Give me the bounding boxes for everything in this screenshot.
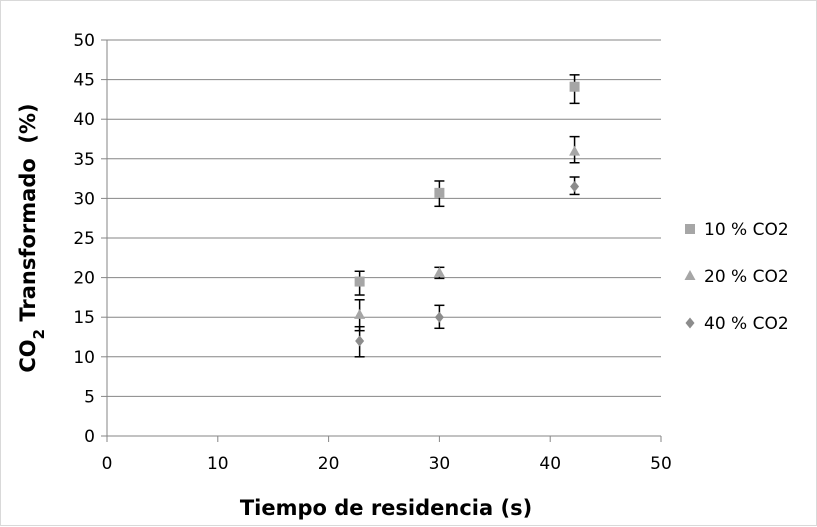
legend-marker-1 [684,270,696,280]
data-point-s1-p2 [569,145,581,156]
grid-layer [107,39,661,397]
x-tick-label-40: 40 [539,454,561,474]
y-axis-title-main: CO [16,339,40,372]
error-bar-layer [354,74,580,358]
y-tick-label-45: 45 [73,71,95,91]
data-point-s2-p1 [434,311,444,323]
y-tick-label-30: 30 [73,189,95,209]
data-point-s1-p1 [433,266,445,277]
legend-label-0: 10 % CO2 [704,220,789,240]
y-tick-label-15: 15 [73,308,95,328]
y-tick-label-40: 40 [73,110,95,130]
data-point-s2-p0 [355,335,365,347]
y-axis-title-subscript: 2 [30,329,48,339]
x-tick-label-10: 10 [207,454,229,474]
y-tick-label-50: 50 [73,31,95,51]
data-point-s1-p0 [354,308,366,319]
data-point-s0-p2 [569,81,580,92]
axis-layer: 0 5 10 15 20 25 30 35 40 45 50 0 10 20 30 40 50 [73,31,671,474]
data-point-s2-p2 [570,181,580,193]
y-tick-label-5: 5 [84,387,95,407]
x-tick-label-0: 0 [102,454,113,474]
y-tick-label-35: 35 [73,150,95,170]
x-tick-label-20: 20 [318,454,340,474]
marker-layer [354,81,581,347]
data-point-s0-p1 [434,187,445,198]
legend-marker-0 [685,224,695,234]
legend-label-2: 40 % CO2 [704,314,789,334]
legend-label-1: 20 % CO2 [704,267,789,287]
y-tick-label-25: 25 [73,229,95,249]
x-tick-label-50: 50 [650,454,672,474]
x-axis-title: Tiempo de residencia (s) [240,496,532,520]
x-tick-label-30: 30 [429,454,451,474]
y-tick-label-20: 20 [73,269,95,289]
y-tick-label-10: 10 [73,348,95,368]
y-axis-title: CO2 Transformado (%) [16,103,48,372]
y-tick-label-0: 0 [84,427,95,447]
data-point-s0-p0 [354,276,365,287]
legend-layer: 10 % CO2 20 % CO2 40 % CO2 [684,220,789,334]
legend-marker-2 [685,317,695,329]
y-axis-title-rest: Transformado (%) [16,103,40,329]
